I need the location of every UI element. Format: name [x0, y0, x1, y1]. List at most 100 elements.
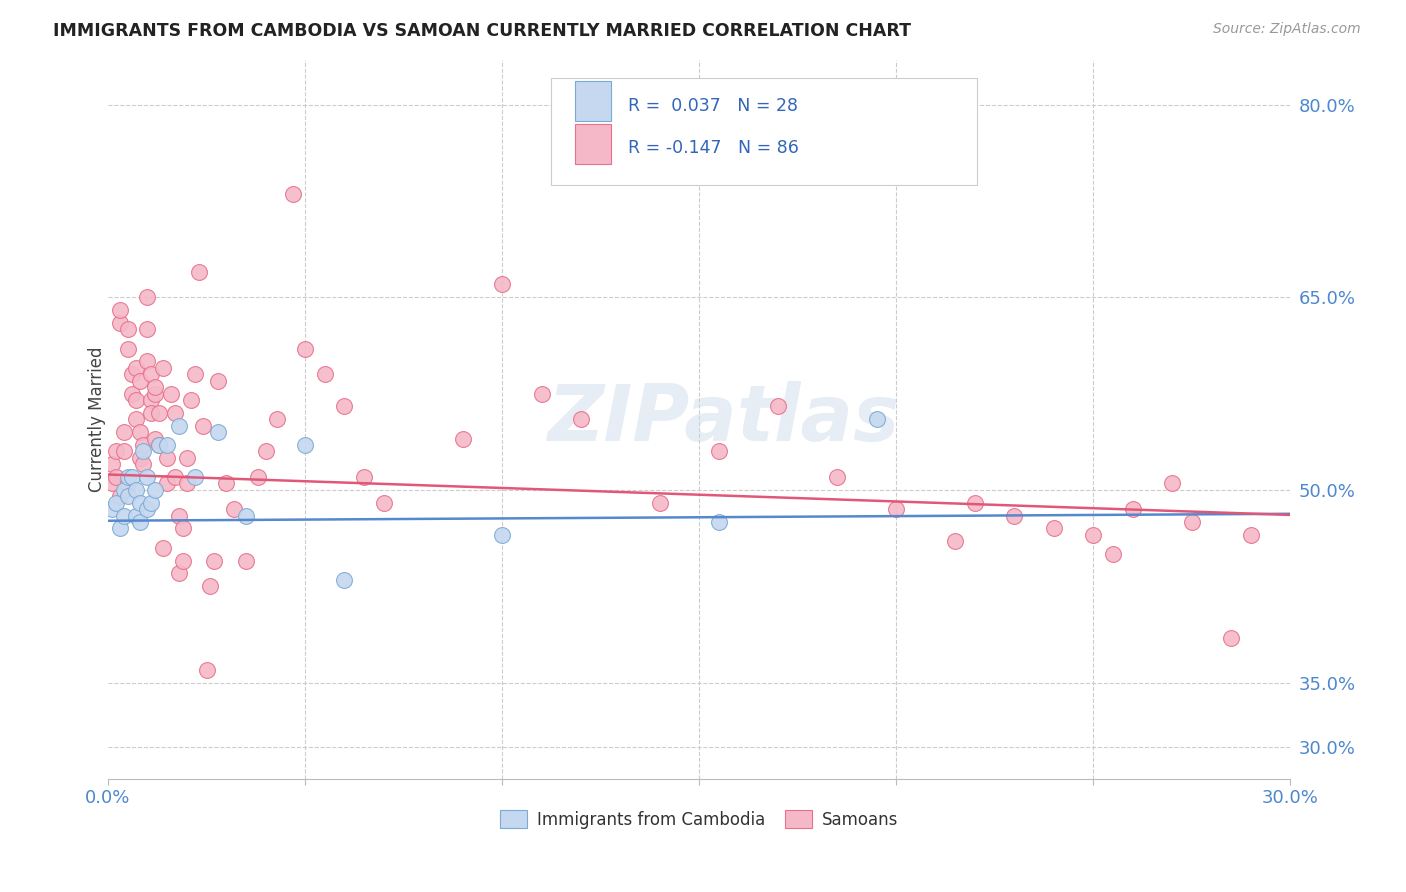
Point	[156, 438, 179, 452]
Point	[491, 528, 513, 542]
Point	[1004, 508, 1026, 523]
Point	[1240, 528, 1263, 542]
Point	[825, 470, 848, 484]
Point	[187, 264, 209, 278]
Text: IMMIGRANTS FROM CAMBODIA VS SAMOAN CURRENTLY MARRIED CORRELATION CHART: IMMIGRANTS FROM CAMBODIA VS SAMOAN CURRE…	[53, 22, 911, 40]
Text: ZIPatlas: ZIPatlas	[547, 381, 898, 458]
Point	[104, 470, 127, 484]
Point	[112, 483, 135, 497]
Point	[160, 386, 183, 401]
Point	[1161, 476, 1184, 491]
Point	[1083, 528, 1105, 542]
Point	[148, 438, 170, 452]
Point	[648, 496, 671, 510]
Point	[117, 342, 139, 356]
Point	[266, 412, 288, 426]
Point	[167, 418, 190, 433]
Point	[183, 470, 205, 484]
Point	[104, 496, 127, 510]
Point	[128, 425, 150, 439]
Point	[865, 412, 887, 426]
Legend: Immigrants from Cambodia, Samoans: Immigrants from Cambodia, Samoans	[494, 804, 905, 835]
Point	[121, 386, 143, 401]
Point	[176, 450, 198, 465]
Point	[124, 392, 146, 407]
Point	[152, 360, 174, 375]
Point	[143, 432, 166, 446]
Text: R = -0.147   N = 86: R = -0.147 N = 86	[628, 139, 799, 157]
Point	[215, 476, 238, 491]
Point	[108, 489, 131, 503]
Point	[1102, 547, 1125, 561]
Point	[141, 392, 163, 407]
Point	[373, 496, 395, 510]
Point	[121, 470, 143, 484]
Point	[294, 342, 316, 356]
Point	[132, 444, 155, 458]
Point	[141, 406, 163, 420]
Point	[207, 374, 229, 388]
Point	[117, 322, 139, 336]
Point	[163, 470, 186, 484]
Point	[314, 368, 336, 382]
Point	[451, 432, 474, 446]
Point	[569, 412, 592, 426]
Point	[108, 303, 131, 318]
Point	[235, 508, 257, 523]
Point	[294, 438, 316, 452]
Point	[207, 425, 229, 439]
Point	[136, 322, 159, 336]
Point	[112, 444, 135, 458]
Point	[707, 515, 730, 529]
Point	[128, 374, 150, 388]
Point	[117, 489, 139, 503]
Point	[143, 483, 166, 497]
Point	[112, 508, 135, 523]
Point	[156, 476, 179, 491]
Point	[124, 508, 146, 523]
Point	[148, 438, 170, 452]
Point	[353, 470, 375, 484]
Point	[136, 354, 159, 368]
Point	[167, 508, 190, 523]
Point	[104, 444, 127, 458]
Point	[176, 476, 198, 491]
Point	[707, 444, 730, 458]
Point	[333, 573, 356, 587]
Point	[167, 566, 190, 581]
Point	[136, 470, 159, 484]
Point	[333, 400, 356, 414]
Point	[156, 450, 179, 465]
Point	[202, 553, 225, 567]
Point	[108, 316, 131, 330]
Point	[117, 476, 139, 491]
Point	[180, 392, 202, 407]
Point	[132, 457, 155, 471]
Point	[152, 541, 174, 555]
Point	[530, 386, 553, 401]
Point	[112, 425, 135, 439]
Point	[141, 368, 163, 382]
Point	[101, 457, 124, 471]
Point	[1043, 521, 1066, 535]
Point	[224, 502, 246, 516]
Point	[128, 515, 150, 529]
Point	[143, 386, 166, 401]
FancyBboxPatch shape	[575, 81, 610, 120]
Point	[132, 438, 155, 452]
Y-axis label: Currently Married: Currently Married	[89, 346, 105, 492]
Point	[136, 290, 159, 304]
Point	[283, 187, 305, 202]
Text: Source: ZipAtlas.com: Source: ZipAtlas.com	[1213, 22, 1361, 37]
Point	[1181, 515, 1204, 529]
Point	[172, 521, 194, 535]
Point	[766, 400, 789, 414]
Point	[254, 444, 277, 458]
Point	[121, 368, 143, 382]
Point	[117, 470, 139, 484]
Point	[124, 412, 146, 426]
Point	[191, 418, 214, 433]
Point	[148, 406, 170, 420]
Point	[945, 534, 967, 549]
Point	[965, 496, 987, 510]
